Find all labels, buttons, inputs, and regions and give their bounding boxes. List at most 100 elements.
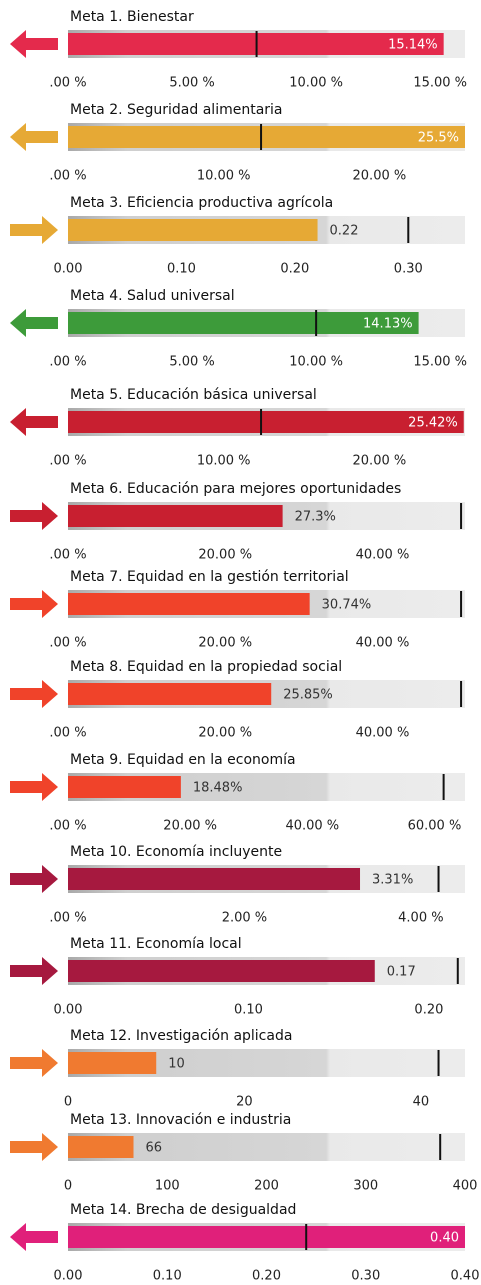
x-tick-label: 60.00 % [408, 819, 462, 834]
arrow-right [10, 590, 58, 618]
arrow-left [10, 309, 58, 337]
arrow-right [10, 1049, 58, 1077]
bar [68, 960, 375, 982]
arrow-right [10, 957, 58, 985]
x-tick-label: 4.00 % [398, 911, 443, 926]
x-tick-label: 10.00 % [289, 76, 343, 91]
x-tick-label: 20 [236, 1095, 253, 1110]
x-tick-label: 0 [64, 1095, 72, 1110]
value-label: 0.17 [387, 965, 416, 980]
x-tick-label: 400 [453, 1179, 478, 1194]
chart-title: Meta 3. Eficiencia productiva agrícola [70, 195, 333, 211]
x-tick-label: 20.00 % [353, 169, 407, 184]
x-tick-label: .00 % [49, 726, 86, 741]
arrow-left [10, 123, 58, 151]
x-tick-label: .00 % [49, 911, 86, 926]
x-tick-label: 100 [155, 1179, 180, 1194]
track [68, 1133, 465, 1161]
x-tick-label: 300 [353, 1179, 378, 1194]
arrow-right [10, 865, 58, 893]
chart-title: Meta 5. Educación básica universal [70, 387, 317, 403]
x-tick-label: 2.00 % [222, 911, 267, 926]
x-tick-label: 0.00 [54, 1269, 83, 1284]
value-label: 10 [168, 1057, 185, 1072]
chart-title: Meta 12. Investigación aplicada [70, 1028, 292, 1044]
value-label: 18.48% [193, 781, 243, 796]
chart-title: Meta 9. Equidad en la economía [70, 752, 296, 768]
bar [68, 683, 272, 705]
arrow-right [10, 773, 58, 801]
x-tick-label: 0.20 [280, 262, 309, 277]
bar [68, 411, 464, 433]
value-label: 14.13% [363, 317, 413, 332]
chart-title: Meta 13. Innovación e industria [70, 1112, 291, 1128]
value-label: 27.3% [295, 510, 336, 525]
x-tick-label: 20.00 % [198, 726, 252, 741]
value-label: 25.5% [418, 131, 459, 146]
bar [68, 219, 318, 241]
bar [68, 505, 283, 527]
x-tick-label: 40.00 % [356, 548, 410, 563]
x-tick-label: 20.00 % [198, 548, 252, 563]
chart-title: Meta 6. Educación para mejores oportunid… [70, 481, 401, 497]
value-label: 15.14% [388, 38, 438, 53]
x-tick-label: 10.00 % [197, 169, 251, 184]
chart-title: Meta 8. Equidad en la propiedad social [70, 659, 342, 675]
bar [68, 1226, 465, 1248]
value-label: 0.22 [330, 224, 359, 239]
value-label: 25.85% [283, 688, 333, 703]
x-tick-label: 10.00 % [289, 355, 343, 370]
x-tick-label: .00 % [49, 819, 86, 834]
arrow-left [10, 1223, 58, 1251]
x-tick-label: 0.20 [414, 1003, 443, 1018]
x-tick-label: 0.10 [234, 1003, 263, 1018]
arrow-left [10, 408, 58, 436]
bar [68, 868, 361, 890]
value-label: 0.40 [430, 1231, 459, 1246]
value-label: 66 [146, 1141, 163, 1156]
arrow-right [10, 680, 58, 708]
x-tick-label: 0.30 [394, 262, 423, 277]
bar [68, 776, 181, 798]
value-label: 25.42% [408, 416, 458, 431]
x-tick-label: 40.00 % [285, 819, 339, 834]
chart-title: Meta 4. Salud universal [70, 288, 235, 304]
x-tick-label: 5.00 % [169, 355, 214, 370]
x-tick-label: 0.30 [351, 1269, 380, 1284]
bar [68, 1136, 134, 1158]
x-tick-label: .00 % [49, 76, 86, 91]
x-tick-label: 40.00 % [356, 636, 410, 651]
chart-title: Meta 11. Economía local [70, 936, 242, 952]
x-tick-label: 0.10 [167, 262, 196, 277]
arrow-right [10, 216, 58, 244]
x-tick-label: 0.10 [153, 1269, 182, 1284]
chart-title: Meta 2. Seguridad alimentaria [70, 102, 283, 118]
x-tick-label: 0.00 [54, 1003, 83, 1018]
x-tick-label: .00 % [49, 548, 86, 563]
x-tick-label: 10.00 % [197, 454, 251, 469]
x-tick-label: .00 % [49, 169, 86, 184]
x-tick-label: .00 % [49, 454, 86, 469]
chart-title: Meta 7. Equidad en la gestión territoria… [70, 569, 349, 585]
value-label: 30.74% [322, 598, 372, 613]
x-tick-label: 200 [254, 1179, 279, 1194]
x-tick-label: 20.00 % [353, 454, 407, 469]
x-tick-label: 0.00 [54, 262, 83, 277]
arrow-right [10, 502, 58, 530]
bar [68, 593, 310, 615]
arrow-left [10, 30, 58, 58]
value-label: 3.31% [372, 873, 413, 888]
x-tick-label: 20.00 % [163, 819, 217, 834]
x-tick-label: 0.20 [252, 1269, 281, 1284]
x-tick-label: 0 [64, 1179, 72, 1194]
chart-title: Meta 1. Bienestar [70, 9, 194, 25]
x-tick-label: 5.00 % [169, 76, 214, 91]
x-tick-label: 20.00 % [198, 636, 252, 651]
chart-title: Meta 10. Economía incluyente [70, 844, 282, 860]
x-tick-label: 15.00 % [413, 355, 467, 370]
bar [68, 312, 419, 334]
x-tick-label: .00 % [49, 355, 86, 370]
x-tick-label: 40.00 % [356, 726, 410, 741]
bar [68, 1052, 157, 1074]
